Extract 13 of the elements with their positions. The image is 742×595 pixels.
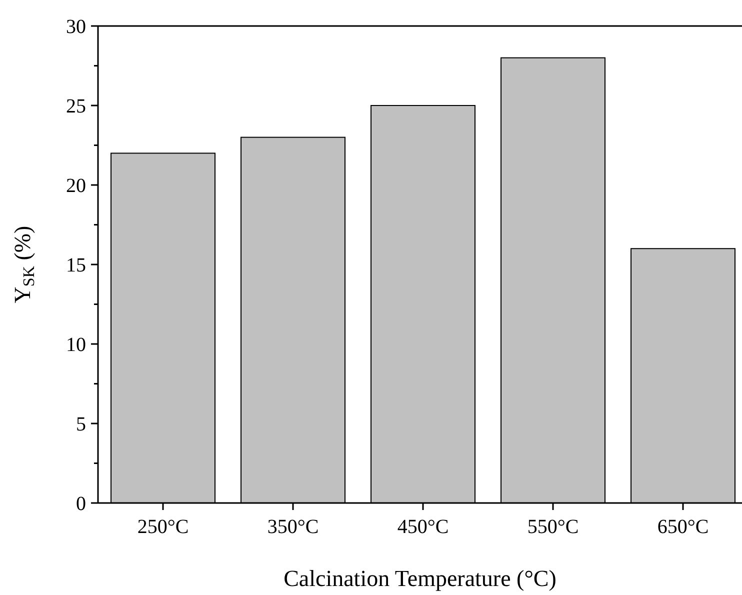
x-axis-title: Calcination Temperature (°C) bbox=[284, 566, 556, 591]
y-tick-label: 15 bbox=[66, 254, 86, 276]
y-tick-label: 25 bbox=[66, 96, 86, 118]
y-tick-label: 10 bbox=[66, 334, 86, 356]
y-tick-label: 0 bbox=[76, 493, 86, 515]
x-tick-label: 650°C bbox=[657, 516, 709, 538]
y-tick-label: 20 bbox=[66, 175, 86, 197]
x-tick-label: 250°C bbox=[137, 516, 189, 538]
x-tick-label: 350°C bbox=[267, 516, 319, 538]
x-tick-label: 550°C bbox=[527, 516, 579, 538]
y-tick-label: 30 bbox=[66, 16, 86, 38]
y-tick-label: 5 bbox=[76, 414, 86, 436]
x-tick-label: 450°C bbox=[397, 516, 449, 538]
